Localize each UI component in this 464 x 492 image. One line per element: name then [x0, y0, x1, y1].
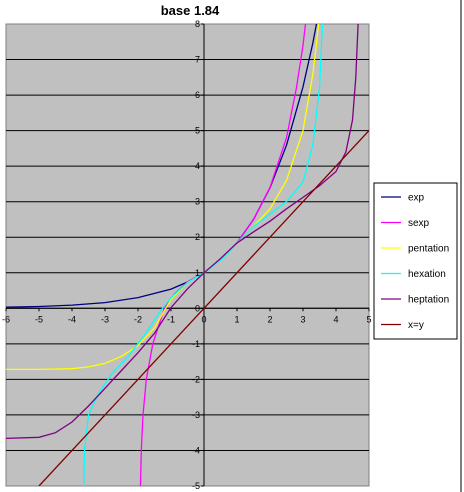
y-tick-label: -2	[192, 374, 200, 384]
legend-label: pentation	[408, 244, 449, 255]
y-tick-label: 7	[195, 55, 200, 65]
y-axis-labels: 8 7 6 5 4 3 2 1 0 -1 -2 -3 -4 -5	[192, 19, 200, 491]
x-tick-label: 1	[234, 314, 239, 324]
x-tick-label: -5	[35, 314, 43, 324]
x-tick-label: 5	[366, 314, 371, 324]
legend-box	[373, 182, 458, 340]
x-axis-labels: -6 -5 -4 -3 -2 -1 0 1 2 3 4 5	[2, 314, 372, 324]
legend-label: x=y	[408, 320, 424, 331]
legend-label: hexation	[408, 269, 446, 280]
legend-label: sexp	[408, 218, 430, 229]
series-line-hexation	[83, 24, 324, 486]
y-tick-label: -5	[192, 481, 200, 491]
y-tick-label: 8	[195, 19, 200, 29]
y-tick-label: 1	[195, 268, 200, 278]
x-tick-label: 4	[333, 314, 338, 324]
series-group	[6, 24, 369, 486]
y-tick-label: 3	[195, 197, 200, 207]
y-tick-label: 4	[195, 161, 200, 171]
y-tick-label: 0	[195, 303, 200, 313]
plot-area	[5, 23, 370, 487]
x-tick-label: 0	[201, 314, 206, 324]
y-tick-label: 5	[195, 126, 200, 136]
legend: exp sexp pentation hexation heptation x=y	[373, 0, 462, 492]
x-tick-label: -6	[2, 314, 10, 324]
chart-title: base 1.84	[161, 3, 220, 18]
x-tick-label: -4	[68, 314, 76, 324]
legend-label: exp	[408, 193, 425, 204]
x-tick-label: -2	[134, 314, 142, 324]
series-line-x-y	[38, 130, 369, 486]
y-tick-label: -3	[192, 410, 200, 420]
x-tick-label: 2	[267, 314, 272, 324]
plot-background	[5, 23, 370, 487]
x-tick-label: -3	[101, 314, 109, 324]
x-tick-label: -1	[167, 314, 175, 324]
y-tick-label: 2	[195, 232, 200, 242]
y-tick-label: -4	[192, 445, 200, 455]
y-tick-label: 6	[195, 90, 200, 100]
x-tick-label: 3	[300, 314, 305, 324]
series-line-heptation	[6, 24, 359, 440]
legend-label: heptation	[408, 295, 449, 306]
y-tick-label: -1	[192, 339, 200, 349]
